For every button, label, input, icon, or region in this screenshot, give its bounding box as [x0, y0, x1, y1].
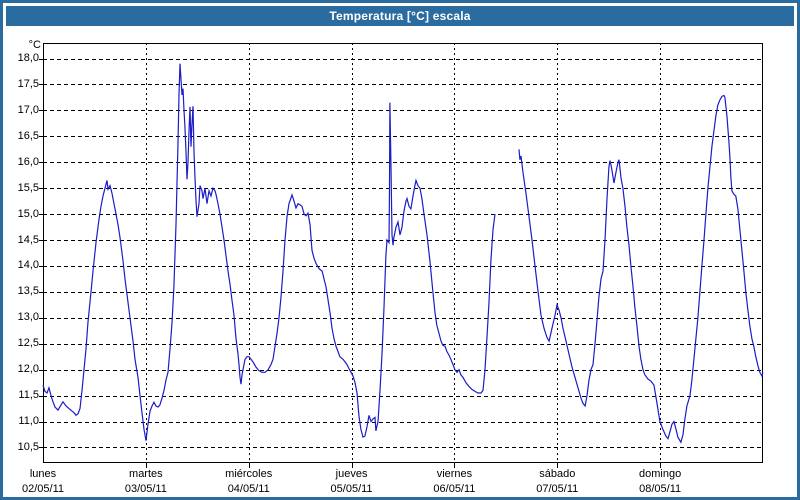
day-date: 05/05/11: [330, 483, 373, 495]
y-axis-tick-label: 15,0: [17, 207, 39, 220]
day-date: 02/05/11: [21, 483, 64, 495]
day-date: 06/05/11: [433, 483, 476, 495]
day-date: 07/05/11: [536, 483, 579, 495]
day-name: lunes: [29, 468, 57, 480]
y-axis-tick-label: 12,5: [17, 337, 39, 350]
plot-area: [39, 43, 764, 468]
day-date: 04/05/11: [227, 483, 270, 495]
y-axis-tick-label: 16,0: [17, 155, 39, 168]
y-axis-tick-label: 10,5: [17, 440, 39, 453]
y-axis-tick-label: 12,0: [17, 363, 39, 376]
x-axis-day-label: sábado 07/05/11: [507, 467, 607, 497]
y-axis-tick-label: 11,0: [18, 415, 39, 428]
x-axis-day-label: viernes 06/05/11: [404, 467, 504, 497]
day-name: miércoles: [225, 468, 273, 480]
title-bar: Temperatura [°C] escala: [6, 6, 794, 26]
y-axis-tick-label: 13,5: [17, 285, 39, 298]
y-axis-tick-label: 15,5: [17, 181, 39, 194]
y-axis-tick-label: 11,5: [18, 389, 39, 402]
day-name: sábado: [539, 468, 576, 480]
y-axis-tick-label: 16,5: [17, 129, 39, 142]
y-axis-tick-label: 14,5: [17, 233, 39, 246]
y-axis-tick-label: 13,0: [17, 311, 39, 324]
day-name: viernes: [436, 468, 473, 480]
day-name: domingo: [639, 468, 682, 480]
day-date: 08/05/11: [639, 483, 682, 495]
y-axis-tick-label: 18,0: [17, 52, 39, 65]
x-axis-day-label: jueves 05/05/11: [302, 467, 402, 497]
y-axis-tick-label: 17,0: [17, 103, 39, 116]
x-axis-day-label: miércoles 04/05/11: [199, 467, 299, 497]
window-title: Temperatura [°C] escala: [329, 9, 471, 23]
day-name: martes: [129, 468, 163, 480]
day-date: 03/05/11: [124, 483, 167, 495]
x-axis-day-label: martes 03/05/11: [96, 467, 196, 497]
y-axis-unit-label: °C: [28, 39, 41, 51]
temperature-line: [518, 94, 764, 444]
plot-border: [43, 43, 763, 463]
x-axis-day-label: domingo 08/05/11: [610, 467, 710, 497]
temperature-line: [42, 63, 496, 441]
day-name: jueves: [335, 468, 368, 480]
y-axis-tick-label: 14,0: [17, 259, 39, 272]
x-axis-day-label: lunes 02/05/11: [0, 467, 93, 497]
y-axis-tick-label: 17,5: [17, 77, 39, 90]
